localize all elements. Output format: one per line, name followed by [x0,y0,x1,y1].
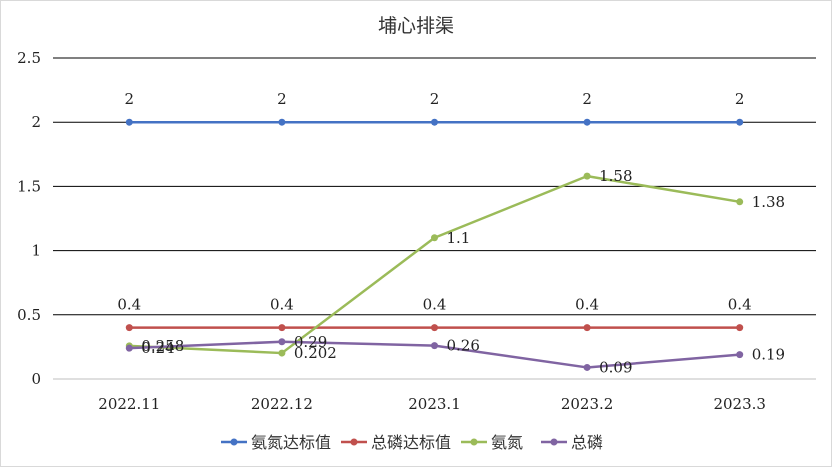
legend-marker [470,438,478,446]
data-label: 1.58 [599,167,632,185]
data-point [736,351,744,359]
data-point [278,338,286,346]
legend-label: 氨氮 [491,433,523,452]
legend-marker [550,438,558,446]
data-point [431,118,438,126]
data-point [583,118,591,126]
data-point [736,118,744,126]
data-point [278,324,286,332]
data-label: 1.1 [447,229,471,247]
data-point [736,198,744,206]
data-point [583,172,591,180]
data-label: 2 [582,90,592,108]
data-point [125,118,133,126]
data-label: 0.09 [599,358,632,376]
data-point [278,118,286,126]
x-tick-label: 2023.3 [713,395,766,413]
data-label: 2 [430,90,440,108]
data-point [431,234,438,242]
data-label: 0.24 [141,339,174,357]
legend-marker [350,438,358,446]
data-label: 0.4 [270,296,294,314]
legend-item: 氨氮 [461,433,523,452]
data-point [125,324,133,332]
legend-item: 总磷达标值 [341,433,451,452]
data-label: 0.26 [447,337,480,355]
x-tick-label: 2023.1 [408,395,461,413]
y-tick-label: 0 [31,370,41,388]
legend-item: 氨氮达标值 [221,433,331,452]
data-label: 0.258 [141,337,184,355]
legend-label: 总磷 [571,433,603,452]
y-tick-label: 0.5 [17,306,41,324]
data-point [583,363,591,371]
data-point [278,349,286,357]
legend-label: 氨氮达标值 [251,433,331,452]
x-tick-label: 2023.2 [561,395,614,413]
y-tick-label: 1.5 [17,177,41,195]
data-label: 0.29 [294,333,327,351]
data-label: 0.4 [728,296,752,314]
data-point [431,342,438,350]
data-label: 1.38 [752,193,785,211]
y-tick-label: 2 [31,113,41,131]
data-label: 2 [277,90,287,108]
legend-label: 总磷达标值 [371,433,451,452]
chart-title: 埔心排渠 [378,15,454,37]
data-point [583,324,591,332]
data-point [736,324,744,332]
y-tick-label: 1 [31,242,41,260]
data-label: 2 [125,90,135,108]
data-point [125,344,133,352]
data-point [431,324,438,332]
data-label: 0.4 [423,296,447,314]
data-label: 0.202 [294,344,337,362]
data-label: 2 [735,90,745,108]
y-tick-label: 2.5 [17,49,41,67]
data-label: 0.4 [117,296,141,314]
data-label: 0.19 [752,346,785,364]
x-tick-label: 2022.12 [251,395,313,413]
legend-marker [230,438,238,446]
x-tick-label: 2022.11 [98,395,160,413]
data-label: 0.4 [575,296,599,314]
legend-item: 总磷 [541,433,603,452]
